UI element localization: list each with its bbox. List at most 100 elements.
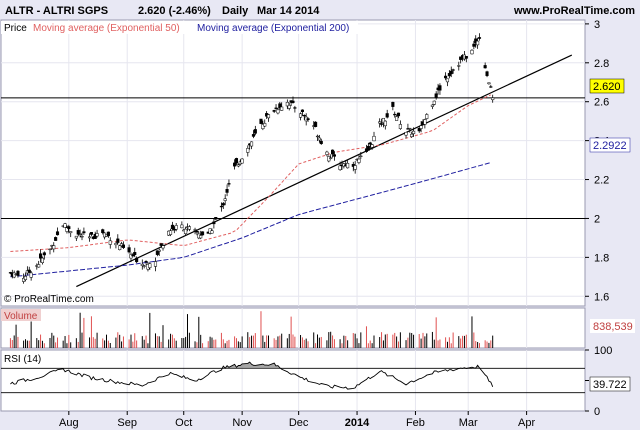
candle-body [210, 230, 214, 234]
time-tick-label: 2014 [345, 417, 370, 429]
candle-body [306, 118, 310, 121]
candle-body [174, 225, 178, 230]
candle-body [287, 105, 291, 109]
rsi-badge [589, 376, 631, 392]
candle-body [39, 253, 43, 259]
candle-body [227, 183, 231, 185]
price-tick-label: 2.6 [594, 97, 609, 109]
candle-body [212, 221, 216, 225]
candle-body [410, 133, 414, 137]
candle-body [447, 73, 451, 77]
candle-body [346, 163, 350, 169]
candle-body [449, 70, 453, 75]
candle-body [259, 118, 263, 124]
candle-body [408, 127, 412, 130]
candle-body [161, 245, 165, 249]
trendline [76, 54, 573, 288]
candle-body [250, 141, 254, 147]
candle-body [412, 130, 416, 134]
candle-body [476, 40, 480, 46]
candle-body [491, 97, 495, 101]
candle-body [240, 158, 244, 164]
time-tick-label: Mar [459, 417, 478, 429]
ema50-legend: Moving average (Exponential 50) [33, 23, 180, 34]
candle-body [116, 238, 120, 243]
time-tick-label: Feb [406, 417, 425, 429]
candle-body [302, 114, 306, 117]
rsi-line [10, 361, 494, 390]
candle-body [131, 254, 135, 257]
candle-body [52, 245, 56, 250]
time-tick-label: Dec [289, 417, 309, 429]
candle-body [140, 263, 144, 266]
candle-body [434, 93, 438, 98]
candle-body [118, 245, 122, 251]
candle-body [329, 157, 333, 159]
candle-body [142, 265, 146, 267]
candle-body [276, 109, 280, 114]
ema200-badge [589, 137, 631, 153]
candle-body [368, 142, 372, 145]
candle-body [101, 229, 105, 234]
site-link[interactable]: www.ProRealTime.com [513, 5, 635, 17]
volume-legend: Volume [4, 311, 38, 322]
candle-body [395, 116, 399, 121]
candle-body [78, 233, 82, 236]
candle-body [325, 151, 329, 155]
candle-body [65, 227, 69, 232]
ema50-line [10, 94, 492, 252]
candle-body [438, 85, 442, 91]
candle-body [148, 263, 152, 268]
volume-series [9, 308, 528, 348]
candle-body [393, 113, 397, 116]
candle-body [396, 112, 401, 117]
candle-body [445, 78, 450, 83]
candle-body [398, 124, 402, 129]
candle-body [127, 247, 131, 253]
candle-body [372, 135, 376, 142]
header-bar [0, 0, 640, 20]
volume-badge [590, 319, 635, 333]
candle-body [477, 37, 482, 39]
candle-body [76, 230, 80, 235]
candle-body [280, 106, 284, 111]
rsi-panel [0, 349, 586, 412]
candle-body [317, 137, 321, 141]
candle-body [359, 155, 363, 157]
candle-body [253, 129, 257, 134]
candle-body [298, 113, 303, 118]
candle-body [383, 120, 387, 127]
candle-body [87, 236, 92, 239]
price-tick-label: 2.8 [594, 58, 609, 70]
time-tick-label: Oct [175, 417, 192, 429]
candle-body [201, 231, 205, 236]
candle-body [219, 205, 223, 208]
candle-body [314, 121, 318, 127]
price-tick-label: 1.8 [594, 252, 609, 264]
last-price-label: 2.620 [593, 81, 621, 93]
price-series [1, 20, 585, 306]
candle-body [223, 198, 227, 201]
candle-body [159, 243, 163, 246]
candle-body [121, 244, 126, 248]
candle-body [95, 233, 99, 237]
candle-body [381, 117, 385, 124]
candle-body [221, 203, 225, 206]
price-legend-bg [1, 21, 358, 34]
candle-body [114, 243, 118, 246]
candle-body [155, 250, 159, 255]
rsi-legend: RSI (14) [4, 354, 41, 365]
ema200-line [10, 162, 491, 278]
candle-body [385, 113, 389, 118]
candle-body [42, 252, 46, 256]
candle-body [236, 164, 240, 167]
candle-body [331, 149, 335, 155]
candle-body [246, 148, 250, 153]
candle-body [472, 43, 476, 47]
candle-body [263, 123, 267, 127]
candle-body [135, 257, 139, 263]
candle-body [291, 100, 295, 103]
candle-body [108, 240, 112, 245]
volume-value-label: 838,539 [593, 321, 633, 333]
